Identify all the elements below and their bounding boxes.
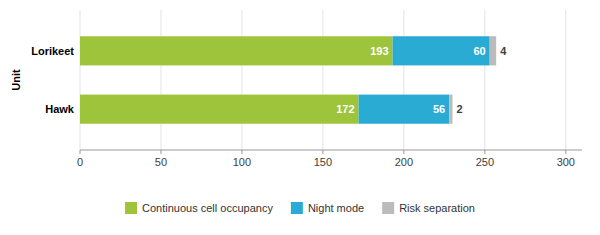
grid-line (565, 10, 566, 150)
bar-segment (490, 36, 496, 65)
legend-label: Risk separation (399, 202, 475, 214)
grid-line (322, 10, 323, 150)
bar-segment (359, 95, 450, 124)
x-tick-label: 250 (476, 156, 494, 168)
data-label: 60 (473, 45, 485, 57)
data-label: 193 (370, 45, 388, 57)
category-label: Hawk (45, 103, 75, 115)
legend-item: Continuous cell occupancy (125, 202, 273, 214)
x-tick-label: 50 (155, 156, 167, 168)
data-label: 4 (500, 45, 507, 57)
x-tick (241, 150, 242, 154)
y-axis-label: Unit (10, 69, 22, 91)
grid-line (160, 10, 161, 150)
chart: 0 50 100 150 200 250 300 Hawk Lorikeet Unit 172 56 2… (0, 0, 600, 235)
grid-line (403, 10, 404, 150)
bars (80, 36, 496, 124)
data-labels: 172 56 2 193 60 4 (336, 45, 507, 115)
grid-line (241, 10, 242, 150)
legend-swatch (291, 202, 303, 214)
bar-segment (393, 36, 490, 65)
x-tick (565, 150, 566, 154)
x-tick (80, 150, 81, 154)
grid-line (484, 10, 485, 150)
legend-label: Night mode (308, 202, 364, 214)
data-label: 56 (433, 103, 445, 115)
x-tick (322, 150, 323, 154)
data-label: 2 (456, 103, 462, 115)
grid-line (80, 10, 81, 150)
category-label: Lorikeet (31, 45, 74, 57)
legend-item: Night mode (291, 202, 364, 214)
legend-item: Risk separation (382, 202, 475, 214)
legend-label: Continuous cell occupancy (142, 202, 273, 214)
x-tick-label: 300 (557, 156, 575, 168)
x-tick-label: 200 (395, 156, 413, 168)
x-tick (484, 150, 485, 154)
bar-segment (80, 36, 393, 65)
legend: Continuous cell occupancy Night mode Risk … (125, 202, 475, 214)
bar-segment (449, 95, 452, 124)
grid (80, 10, 566, 150)
x-tick-label: 100 (233, 156, 251, 168)
x-tick-label: 150 (314, 156, 332, 168)
bar-segment (80, 95, 359, 124)
x-tick (160, 150, 161, 154)
legend-swatch (125, 202, 137, 214)
x-tick-label: 0 (77, 156, 83, 168)
x-axis-line (80, 150, 582, 151)
x-tick (403, 150, 404, 154)
legend-swatch (382, 202, 394, 214)
data-label: 172 (336, 103, 354, 115)
